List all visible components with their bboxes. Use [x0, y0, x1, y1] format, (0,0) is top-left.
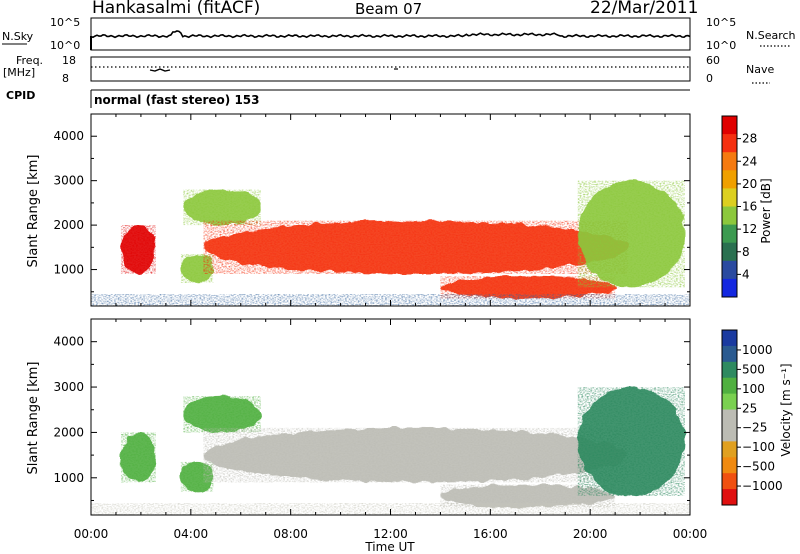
power-colorbar: 28 24 20 16 12 8 4: [721, 115, 757, 298]
velocity-colorbar-swatch: [722, 425, 737, 442]
station-title: Hankasalmi (fitACF): [92, 0, 261, 18]
velocity-colorbar-swatch: [722, 361, 737, 379]
velocity-colorbar-swatch: [722, 489, 737, 506]
velocity-colorbar-tick: 1000: [742, 343, 773, 357]
freq-strip: [90, 56, 691, 82]
nsky-strip: [90, 17, 691, 51]
velocity-echo-region: [120, 432, 156, 483]
power-colorbar-swatch: [722, 278, 737, 298]
velocity-colorbar-tick: −1000: [742, 479, 783, 493]
power-colorbar-swatch: [722, 188, 737, 207]
velocity-colorbar-swatch: [722, 330, 737, 347]
nave-tick-high: 60: [706, 54, 720, 67]
freq-tick-low: 8: [62, 72, 69, 85]
power-colorbar-tick: 20: [742, 177, 757, 191]
velocity-colorbar-swatch: [722, 473, 737, 490]
velocity-colorbar-tick: −25: [742, 421, 767, 435]
velocity-echo-region: [183, 396, 261, 433]
power-ylabel: Slant Range [km]: [26, 155, 41, 268]
power-colorbar-tick: 12: [742, 222, 757, 236]
velocity-colorbar-label: Velocity [m s⁻¹]: [779, 363, 793, 456]
velocity-ytick-label: 3000: [53, 380, 84, 394]
power-colorbar-swatch: [722, 260, 737, 280]
velocity-colorbar-swatch: [722, 345, 737, 363]
velocity-colorbar-tick: −100: [742, 440, 775, 454]
power-colorbar-swatch: [722, 134, 737, 153]
cpid-value: normal (fast stereo) 153: [94, 93, 260, 107]
x-tick-label: 08:00: [273, 527, 308, 541]
x-tick-label: 16:00: [473, 527, 508, 541]
x-tick-label: 12:00: [373, 527, 408, 541]
nsearch-tick-high: 10^5: [706, 16, 736, 29]
velocity-plot-area: [91, 387, 690, 515]
power-ytick-label: 1000: [53, 263, 84, 277]
power-colorbar-label: Power [dB]: [759, 178, 773, 243]
velocity-ytick-label: 4000: [53, 335, 84, 349]
velocity-colorbar-swatch: [722, 377, 737, 395]
nave-tick-low: 0: [706, 72, 713, 85]
velocity-colorbar: 1000 500 100 25 −25 −100 −500 −1000: [721, 329, 783, 506]
freq-label: Freq.: [16, 54, 43, 67]
power-ytick-label: 4000: [53, 129, 84, 143]
freq-unit: [MHz]: [3, 66, 35, 79]
date-title: 22/Mar/2011: [590, 0, 699, 18]
power-colorbar-swatch: [722, 152, 737, 171]
velocity-colorbar-swatch: [722, 393, 737, 411]
x-tick-label: 04:00: [174, 527, 209, 541]
x-tick-label: 00:00: [673, 527, 708, 541]
velocity-echo-region: [203, 427, 628, 483]
velocity-colorbar-tick: −500: [742, 460, 775, 474]
power-colorbar-tick: 8: [742, 245, 750, 259]
power-colorbar-swatch: [722, 224, 737, 244]
velocity-ytick-label: 1000: [53, 471, 84, 485]
power-colorbar-tick: 16: [742, 200, 757, 214]
nsky-label: N.Sky: [2, 30, 34, 43]
velocity-colorbar-swatch: [722, 457, 737, 474]
power-colorbar-tick: 4: [742, 267, 750, 281]
velocity-colorbar-tick: 25: [742, 401, 757, 415]
power-colorbar-swatch: [722, 116, 737, 135]
power-colorbar-tick: 24: [742, 154, 757, 168]
velocity-ylabel: Slant Range [km]: [26, 362, 41, 475]
power-colorbar-tick: 28: [742, 132, 757, 146]
power-echo-region: [440, 276, 616, 299]
cpid-label: CPID: [6, 89, 35, 102]
beam-title: Beam 07: [355, 0, 423, 18]
freq-tick-high: 18: [62, 54, 76, 67]
velocity-colorbar-tick: 100: [742, 382, 765, 396]
x-axis-label: Time UT: [364, 540, 415, 554]
power-echo-region: [577, 180, 686, 288]
power-echo-region: [183, 189, 261, 226]
power-ytick-label: 3000: [53, 174, 84, 188]
nsearch-tick-low: 10^0: [706, 39, 736, 52]
x-tick-label: 20:00: [573, 527, 608, 541]
power-ytick-label: 2000: [53, 218, 84, 232]
velocity-ytick-label: 2000: [53, 425, 84, 439]
velocity-echo-region: [577, 387, 686, 496]
velocity-colorbar-tick: 500: [742, 362, 765, 376]
nsky-tick-high: 10^5: [50, 16, 80, 29]
power-echo-region: [120, 225, 156, 274]
x-tick-label: 00:00: [74, 527, 109, 541]
nsearch-label: N.Search: [746, 29, 796, 42]
nsky-tick-low: 10^0: [50, 39, 80, 52]
nave-label: Nave: [746, 63, 774, 76]
power-plot-area: [91, 180, 690, 306]
nsky-trace: [90, 30, 691, 39]
velocity-colorbar-swatch: [722, 441, 737, 458]
power-colorbar-swatch: [722, 242, 737, 262]
power-colorbar-swatch: [722, 206, 737, 226]
velocity-echo-region: [440, 484, 616, 508]
velocity-colorbar-swatch: [722, 409, 737, 426]
power-echo-region: [203, 220, 628, 274]
power-colorbar-swatch: [722, 170, 737, 189]
